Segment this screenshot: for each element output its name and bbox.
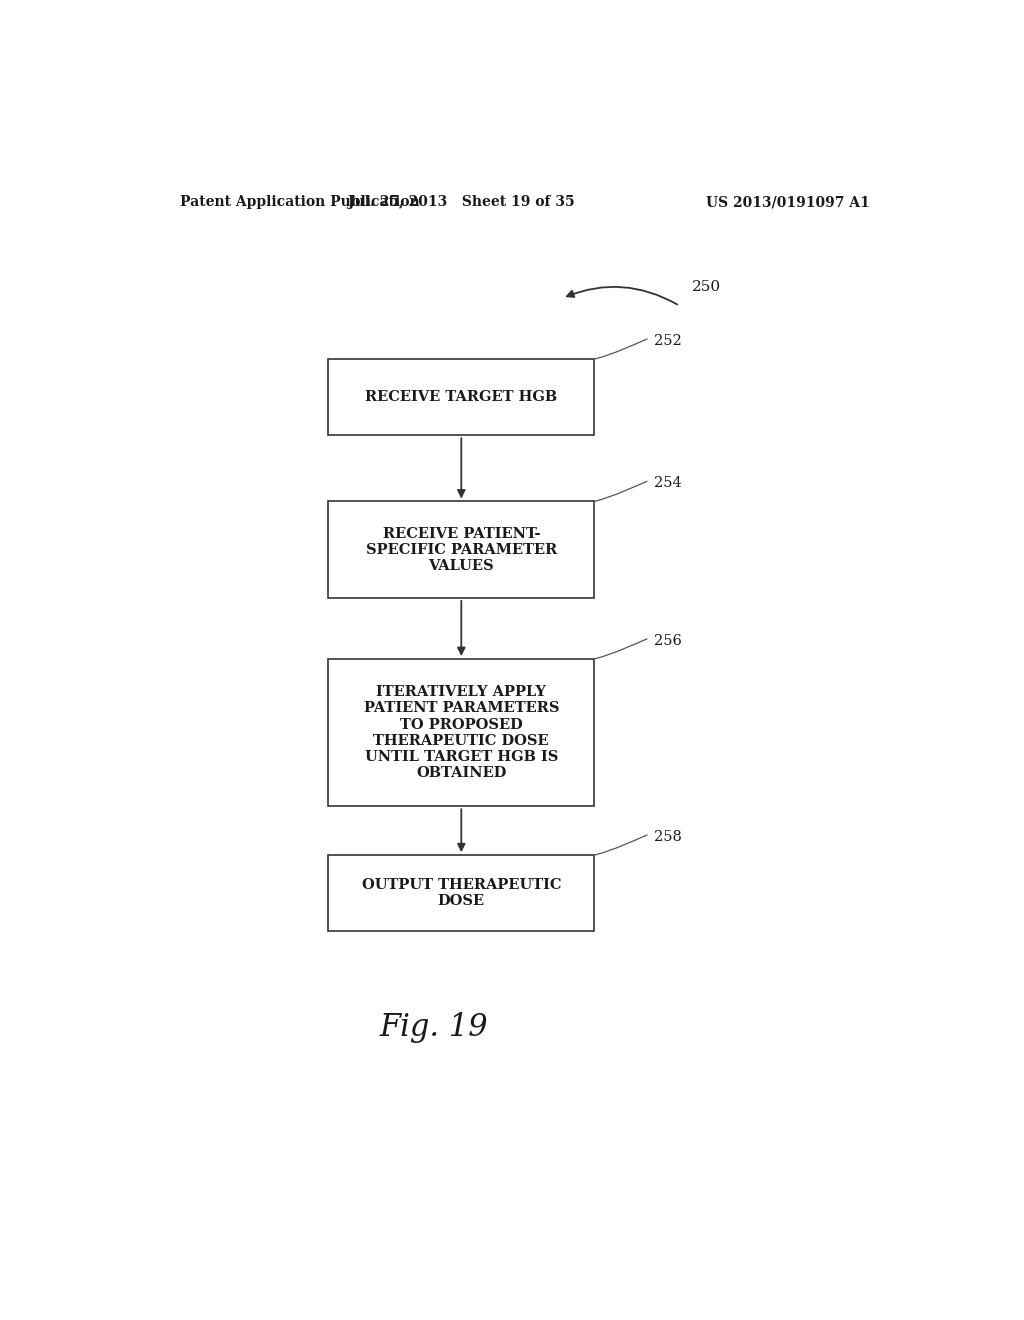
Text: Fig. 19: Fig. 19 [379, 1012, 487, 1043]
FancyBboxPatch shape [329, 659, 594, 807]
Text: RECEIVE PATIENT-
SPECIFIC PARAMETER
VALUES: RECEIVE PATIENT- SPECIFIC PARAMETER VALU… [366, 527, 557, 573]
Text: OUTPUT THERAPEUTIC
DOSE: OUTPUT THERAPEUTIC DOSE [361, 878, 561, 908]
Text: RECEIVE TARGET HGB: RECEIVE TARGET HGB [366, 391, 557, 404]
Text: Patent Application Publication: Patent Application Publication [179, 195, 419, 209]
Text: 254: 254 [653, 477, 682, 490]
Text: Jul. 25, 2013   Sheet 19 of 35: Jul. 25, 2013 Sheet 19 of 35 [348, 195, 574, 209]
FancyBboxPatch shape [329, 359, 594, 436]
Text: 258: 258 [653, 830, 682, 843]
Text: ITERATIVELY APPLY
PATIENT PARAMETERS
TO PROPOSED
THERAPEUTIC DOSE
UNTIL TARGET H: ITERATIVELY APPLY PATIENT PARAMETERS TO … [364, 685, 559, 780]
Text: 256: 256 [653, 634, 682, 648]
Text: 252: 252 [653, 334, 682, 348]
Text: 250: 250 [691, 280, 721, 294]
FancyBboxPatch shape [329, 502, 594, 598]
Text: US 2013/0191097 A1: US 2013/0191097 A1 [707, 195, 870, 209]
FancyBboxPatch shape [329, 855, 594, 932]
